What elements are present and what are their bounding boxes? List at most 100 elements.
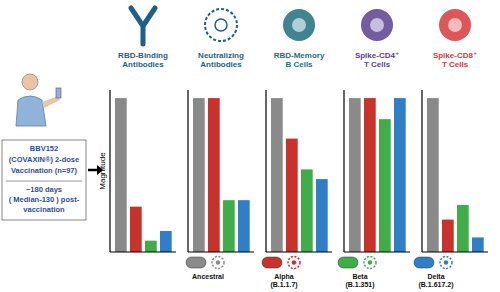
cell-icon [361,9,393,41]
title-line: RBD-Memory [274,51,325,60]
legend-line: (B.1.617.2) [418,281,453,289]
legend-virus [288,257,300,269]
divider [6,181,82,182]
antibody-icon [131,8,155,44]
legend-line: Delta [427,273,444,280]
bars [271,98,328,252]
virus-icon [205,9,237,41]
panel: RBD-MemoryB Cells [266,9,332,252]
bar [130,207,142,252]
legend-virus [212,257,224,269]
x-axis [422,251,488,252]
body [16,96,46,126]
timepoint-text: ( Median-130 ) post- [9,195,80,204]
panel: Spike-CD8⁺T Cells [422,9,488,252]
timepoint-text: vaccination [23,205,65,214]
legend-label: Ancestral [192,273,224,280]
legend-swatch [262,257,282,268]
panel: RBD-BindingAntibodiesMagnitude [98,8,176,252]
bar [160,231,172,252]
bar [364,98,376,252]
title-line: T Cells [364,60,391,69]
legend-label: Delta(B.1.617.2) [418,273,453,289]
title-line: Neutralizing [198,51,244,60]
panel-title: NeutralizingAntibodies [198,51,244,69]
x-axis [110,251,176,252]
panel-title: RBD-BindingAntibodies [118,51,168,69]
bar [286,139,298,252]
title-line: T Cells [442,60,469,69]
title-line: Antibodies [122,60,164,69]
bars [349,98,406,252]
title-line: Antibodies [200,60,242,69]
legend: Ancestral Alpha(B.1.1.7) Beta(B.1.351) Delt… [186,257,454,290]
y-axis [265,90,266,252]
panel-title: RBD-MemoryB Cells [274,51,325,69]
arrow [88,169,98,172]
bars [427,98,484,252]
vial [56,88,61,98]
head [22,74,38,90]
legend-line: (B.1.351) [345,281,374,289]
x-axis [188,251,254,252]
title-line: Spike-CD8⁺ [433,51,477,60]
legend-virus-core [292,260,296,264]
legend-virus-core [216,260,220,264]
y-axis [109,90,110,252]
x-axis [344,251,410,252]
bar [271,98,283,252]
bar [394,98,406,252]
person-icon [16,74,61,126]
info-box [2,140,86,220]
cell-nucleus [448,18,462,32]
bar [301,169,313,252]
bar [193,98,205,252]
bars [115,98,172,252]
title-line: RBD-Binding [118,51,168,60]
legend-line: Beta [352,273,367,280]
bar [349,98,361,252]
legend-label: Beta(B.1.351) [345,273,374,289]
panel-title: Spike-CD8⁺T Cells [433,51,477,69]
legend-virus-core [444,260,448,264]
bar [316,179,328,252]
legend-swatch [414,257,434,268]
bar [427,98,439,252]
legend-virus [440,257,452,269]
bar [223,200,235,252]
title-line: B Cells [285,60,313,69]
legend-virus [364,257,376,269]
bar [115,98,127,252]
vaccination-text: Vaccination (n=97) [11,166,78,175]
legend-label: Alpha(B.1.1.7) [270,273,297,289]
panel: Spike-CD4⁺T Cells [344,9,410,252]
bar [457,205,469,252]
bar [145,241,157,252]
legend-line: (B.1.1.7) [270,281,297,289]
bar [208,98,220,252]
legend-virus-core [368,260,372,264]
y-axis [343,90,344,252]
bar [238,200,250,252]
bar [472,237,484,252]
panel-title: Spike-CD4⁺T Cells [355,51,399,69]
cell-icon [439,9,471,41]
y-axis [187,90,188,252]
cell-nucleus [292,18,306,32]
legend-line: Alpha [274,273,294,281]
timepoint-text: ~180 days [26,185,62,194]
bar [442,220,454,252]
x-axis [266,251,332,252]
bar [379,119,391,252]
cell-nucleus [370,18,384,32]
virus-core [215,19,227,31]
vaccination-text: BBV152 [30,144,58,153]
legend-swatch [186,257,206,268]
figure: BBV152 (COVAXIN®) 2-dose Vaccination (n=97… [0,0,500,292]
vaccination-text: (COVAXIN®) 2-dose [9,155,79,164]
legend-swatch [338,257,358,268]
y-axis [421,90,422,252]
title-line: Spike-CD4⁺ [355,51,399,60]
bars [193,98,250,252]
panel: NeutralizingAntibodies [188,9,254,252]
